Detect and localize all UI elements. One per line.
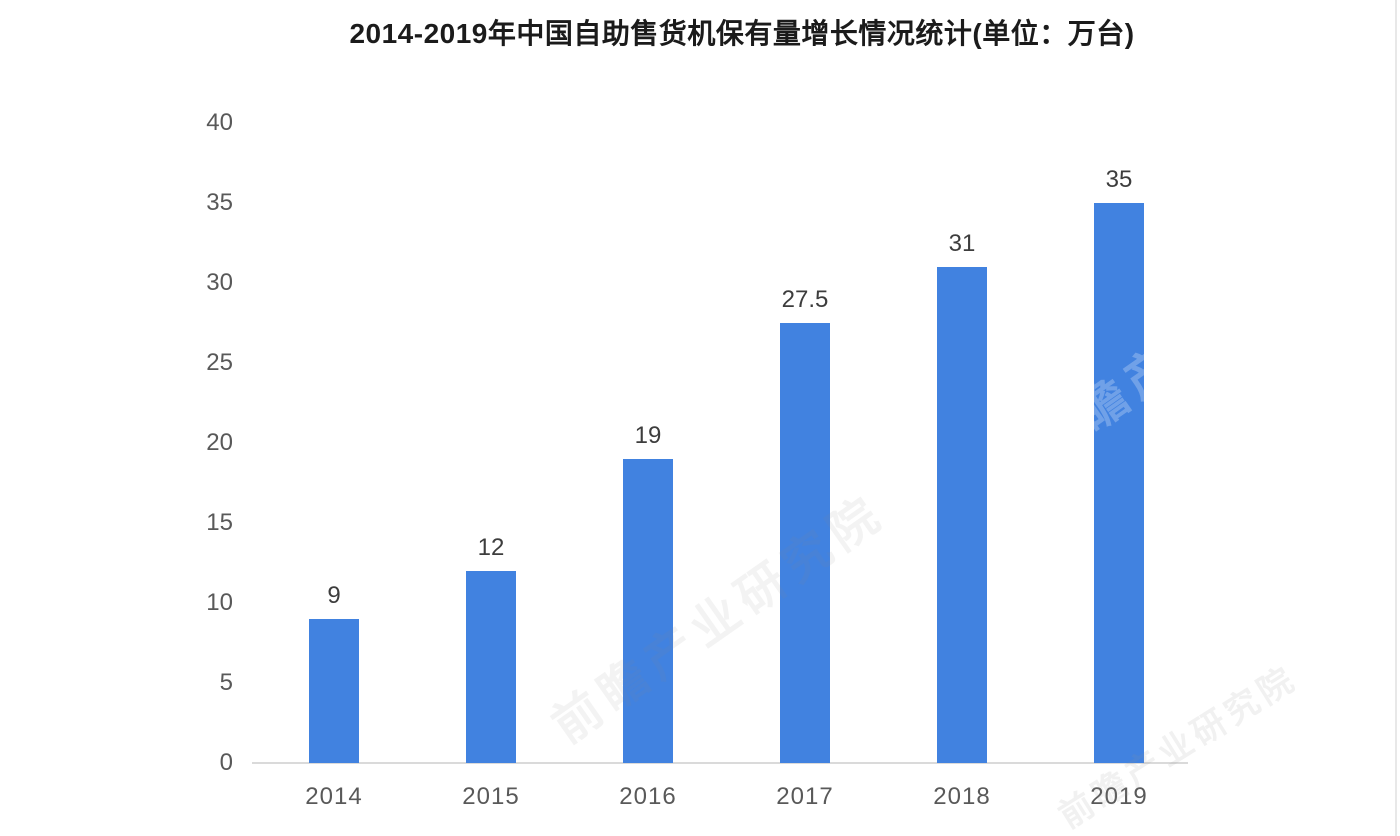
x-tick-label-2016: 2016 <box>619 783 677 810</box>
x-axis-baseline <box>252 762 1188 764</box>
y-tick-label-5: 5 <box>219 669 233 696</box>
bar-2014 <box>309 619 359 763</box>
y-tick-label-30: 30 <box>206 269 233 296</box>
bar-2016 <box>623 459 673 763</box>
x-tick-label-2018: 2018 <box>933 783 991 810</box>
bar-2017 <box>780 323 830 763</box>
y-tick-label-10: 10 <box>206 589 233 616</box>
y-tick-label-25: 25 <box>206 349 233 376</box>
y-tick-label-40: 40 <box>206 109 233 136</box>
bar-2019 <box>1094 203 1144 763</box>
x-tick-label-2017: 2017 <box>776 783 834 810</box>
x-tick-label-2015: 2015 <box>462 783 520 810</box>
value-label-2015: 12 <box>477 534 505 561</box>
value-label-2014: 9 <box>327 582 341 609</box>
value-label-2016: 19 <box>634 422 662 449</box>
watermark-text: 前瞻产业研究院 <box>543 485 895 754</box>
chart-title: 2014-2019年中国自助售货机保有量增长情况统计(单位：万台) <box>349 18 1135 49</box>
watermark-text: 前瞻产业研究院 <box>1023 205 1375 474</box>
value-label-2019: 35 <box>1105 166 1133 193</box>
y-tick-label-20: 20 <box>206 429 233 456</box>
bar-2018 <box>937 267 987 763</box>
image-right-border <box>1395 0 1397 836</box>
value-label-2017: 27.5 <box>781 286 829 313</box>
bar-2015 <box>466 571 516 763</box>
x-tick-label-2019: 2019 <box>1090 783 1148 810</box>
y-tick-label-0: 0 <box>219 749 233 776</box>
value-label-2018: 31 <box>948 230 976 257</box>
x-tick-label-2014: 2014 <box>305 783 363 810</box>
y-tick-label-35: 35 <box>206 189 233 216</box>
y-tick-label-15: 15 <box>206 509 233 536</box>
